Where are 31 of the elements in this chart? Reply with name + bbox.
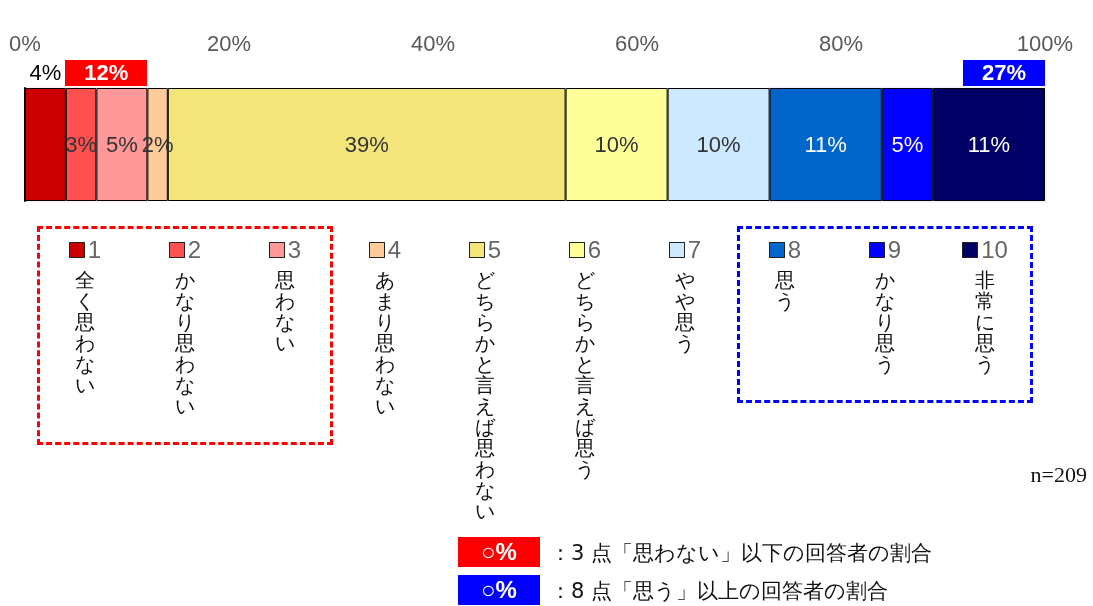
x-tick-label: 80% (818, 30, 864, 56)
text: 6どちらかと言えば思う (575, 236, 602, 481)
text: 5どちらかと言えば思わない (475, 236, 502, 523)
text: ：3 点「思わない」以下の回答者の割合 (550, 540, 933, 567)
text: ：8 点「思う」以上の回答者の割合 (550, 578, 889, 605)
legend-label: 8思う (774, 236, 802, 313)
x-tick-label: 40% (410, 30, 456, 56)
data-label: 10% (696, 132, 741, 157)
text: n=209 (1030, 462, 1087, 488)
legend-label: 10非常に思う (974, 236, 1008, 376)
data-label: 10% (594, 132, 639, 157)
legend-label: 7やや思う (674, 236, 702, 355)
legend-label: 9かなり思う (874, 236, 902, 376)
x-tick-label: 0% (9, 30, 41, 56)
legend-label: 4あまり思わない (374, 236, 402, 418)
data-label: 39% (344, 132, 389, 157)
legend-label: 1全く思わない (74, 236, 102, 397)
legend-label: 3思わない (274, 236, 302, 355)
band-label: 12% (65, 60, 148, 86)
text: ○% (458, 575, 540, 605)
data-label: 4% (29, 59, 62, 85)
x-tick-label: 100% (1016, 30, 1074, 56)
data-label: 11% (804, 132, 847, 157)
band-label: 27% (963, 60, 1045, 86)
x-tick-label: 60% (614, 30, 660, 56)
text: ○% (458, 537, 540, 567)
data-label: 5% (891, 132, 924, 157)
legend-label: 2かなり思わない (174, 236, 202, 418)
data-label: 11% (967, 132, 1011, 157)
data-label: 5% (106, 132, 138, 157)
x-tick-label: 20% (206, 30, 252, 56)
